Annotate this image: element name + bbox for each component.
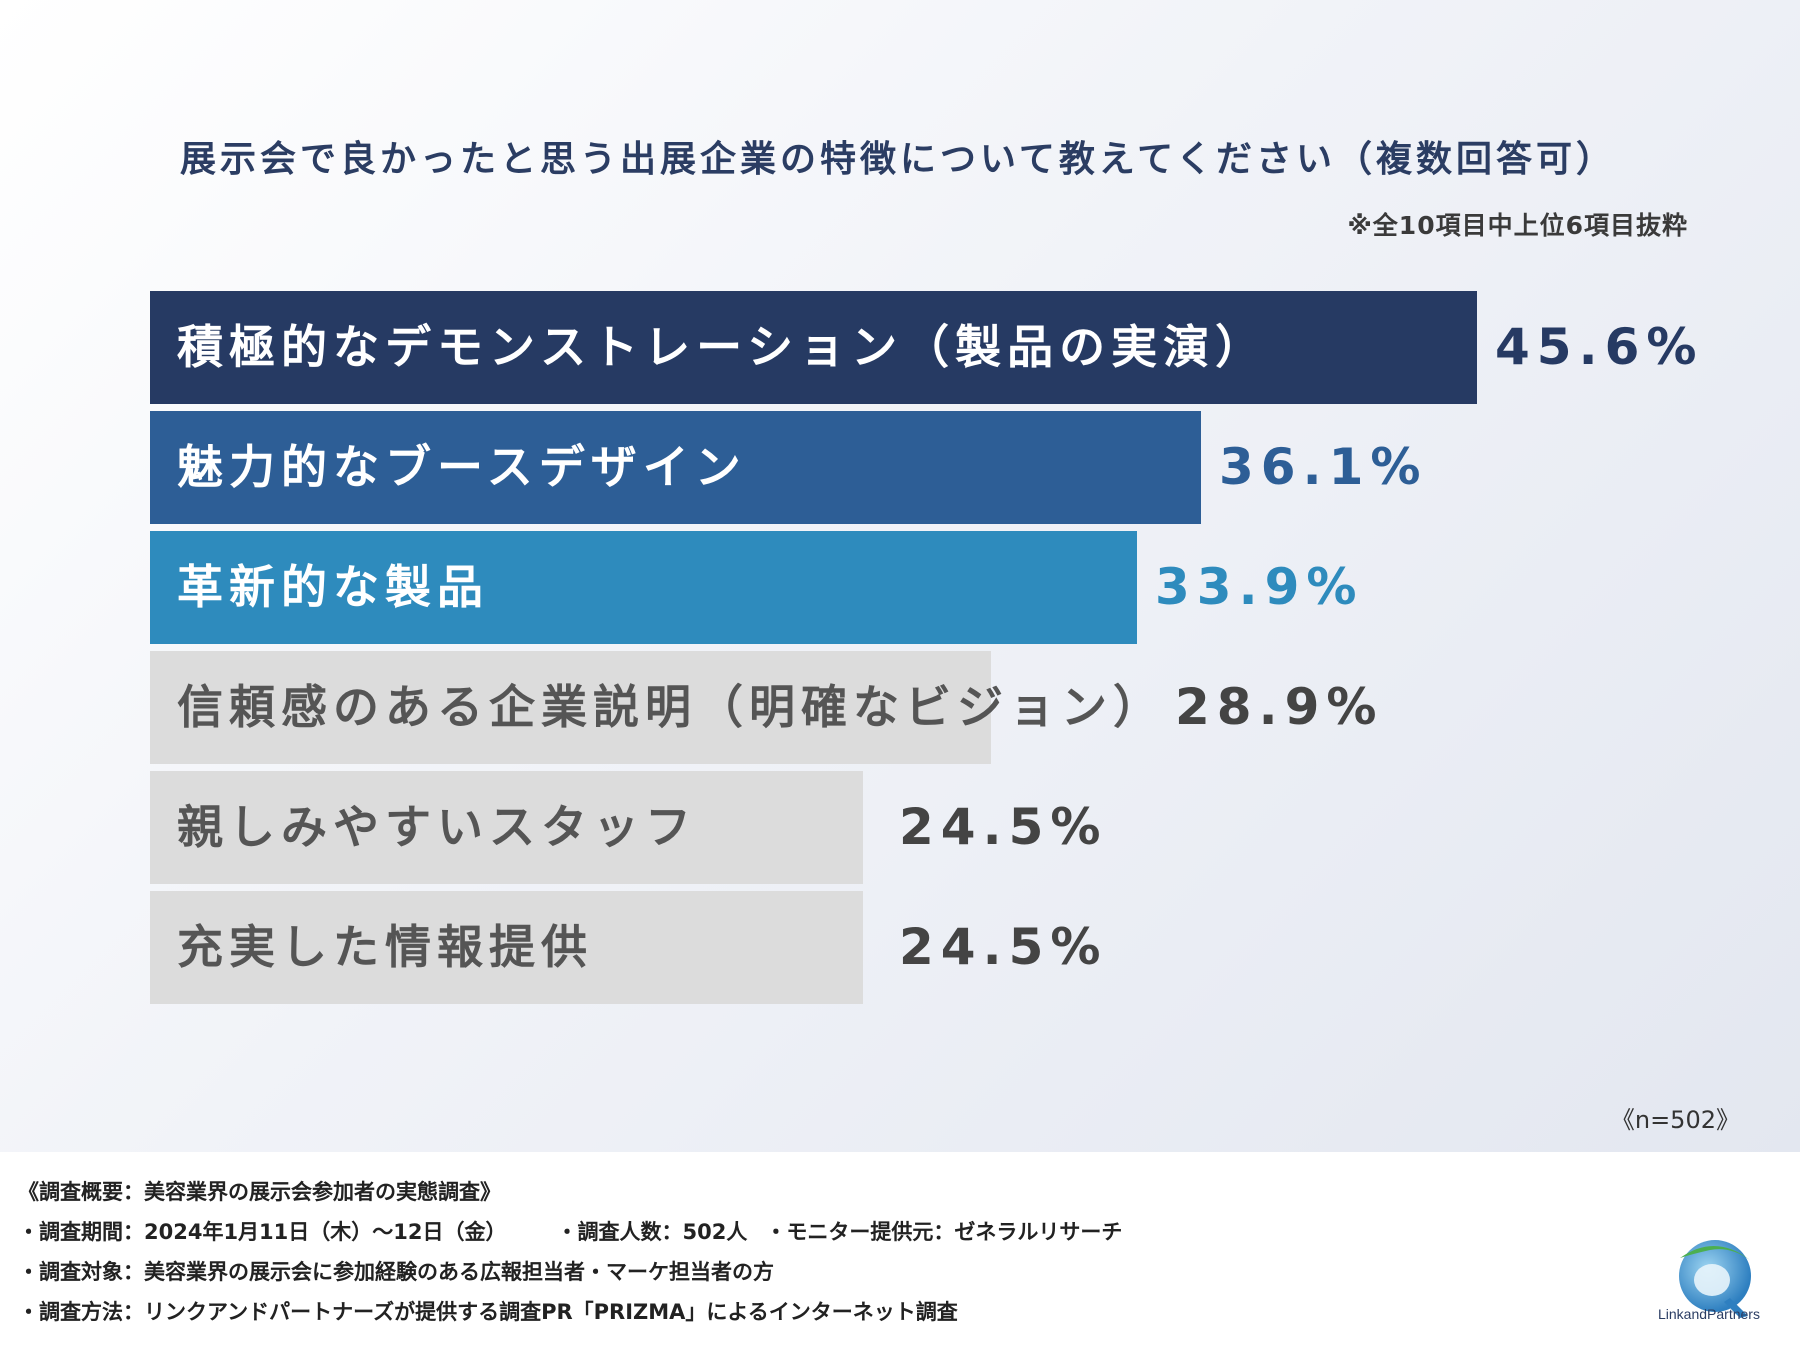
survey-method: ・調査方法：リンクアンドパートナーズが提供する調査PR「PRIZMA」によるイン… — [18, 1300, 958, 1324]
bar-label-6: 充実した情報提供 — [177, 920, 593, 974]
bar-4 — [150, 651, 991, 764]
survey-target: ・調査対象：美容業界の展示会に参加経験のある広報担当者・マーケ担当者の方 — [18, 1260, 774, 1284]
survey-monitor: ・モニター提供元：ゼネラルリサーチ — [765, 1220, 1123, 1244]
bar-3 — [150, 531, 1137, 644]
logo-text: LinkandPartners — [1658, 1306, 1760, 1322]
bar-value-1: 45.6% — [1495, 318, 1704, 376]
survey-period: ・調査期間：2024年1月11日（木）～12日（金） — [18, 1220, 507, 1244]
survey-details-row: ・調査期間：2024年1月11日（木）～12日（金） ・調査人数：502人 ・モニタ… — [18, 1212, 1578, 1252]
bar-5 — [150, 771, 863, 884]
bar-value-3: 33.9% — [1155, 558, 1364, 616]
bar-label-5: 親しみやすいスタッフ — [177, 800, 697, 854]
bar-label-1: 積極的なデモンストレーション（製品の実演） — [177, 320, 1268, 374]
bar-value-5: 24.5% — [899, 798, 1108, 856]
sample-size: 《n=502》 — [1610, 1106, 1740, 1134]
bar-label-2: 魅力的なブースデザイン — [177, 440, 747, 494]
chart-note: ※全10項目中上位6項目抜粋 — [1347, 211, 1688, 240]
chart-title: 展示会で良かったと思う出展企業の特徴について教えてください（複数回答可） — [180, 139, 1617, 180]
bar-6 — [150, 891, 863, 1004]
bar-label-4: 信頼感のある企業説明（明確なビジョン） — [177, 680, 1165, 734]
survey-footer: 《調査概要：美容業界の展示会参加者の実態調査》 ・調査期間：2024年1月11日… — [18, 1172, 1578, 1332]
bar-value-6: 24.5% — [899, 918, 1108, 976]
bar-value-2: 36.1% — [1219, 438, 1428, 496]
survey-overview: 《調査概要：美容業界の展示会参加者の実態調査》 — [18, 1180, 501, 1204]
bar-value-4: 28.9% — [1175, 678, 1384, 736]
survey-respondents: ・調査人数：502人 — [556, 1220, 748, 1244]
bar-1 — [150, 291, 1477, 404]
bar-label-3: 革新的な製品 — [177, 560, 489, 614]
link-and-partners-logo-icon — [1679, 1240, 1751, 1318]
bar-2 — [150, 411, 1201, 524]
